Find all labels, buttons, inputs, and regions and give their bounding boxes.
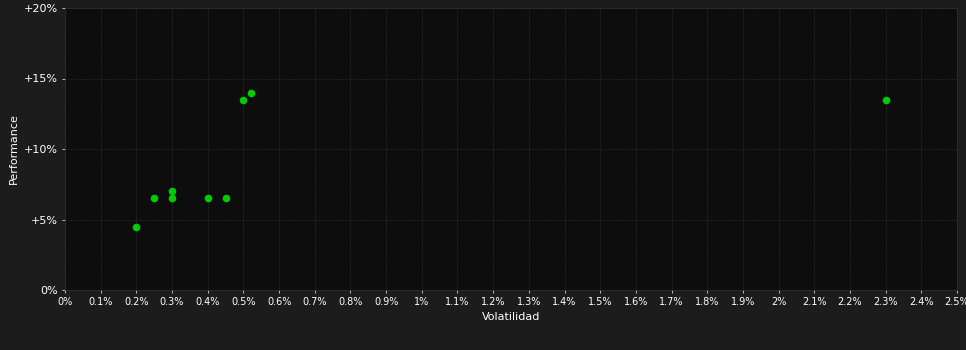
Point bbox=[878, 97, 894, 103]
Point bbox=[147, 196, 162, 201]
Point bbox=[242, 90, 258, 96]
Point bbox=[200, 196, 215, 201]
Point bbox=[128, 224, 144, 229]
Point bbox=[217, 196, 233, 201]
X-axis label: Volatilidad: Volatilidad bbox=[482, 313, 540, 322]
Point bbox=[164, 189, 180, 194]
Point bbox=[236, 97, 251, 103]
Point bbox=[164, 196, 180, 201]
Y-axis label: Performance: Performance bbox=[9, 113, 18, 184]
